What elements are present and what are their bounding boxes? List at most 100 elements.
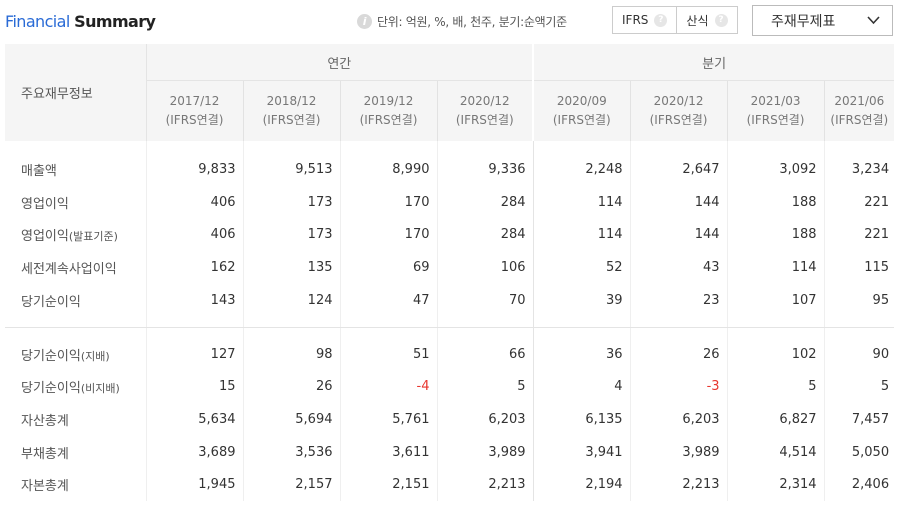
info-icon: i [357, 14, 372, 29]
table-row: 당기순이익(지배) 127 98 51 66 36 26 102 90 [5, 337, 894, 371]
row-label: 영업이익(발표기준) [5, 218, 147, 252]
table-cell: 3,092 [727, 153, 825, 186]
table-cell: 2,406 [851, 477, 890, 493]
title-financial: Financial [5, 12, 70, 31]
table-cell: 15 [146, 370, 244, 404]
table-cell: 47 [340, 284, 438, 317]
help-icon[interactable]: ? [714, 13, 728, 27]
table-cell: 162 [146, 251, 244, 285]
group-header-annual: 연간 [146, 44, 535, 81]
table-cell: 127 [146, 337, 244, 371]
table-cell: 173 [243, 218, 341, 252]
table-cell: 5,050 [851, 444, 890, 460]
financial-summary-table: 주요재무정보 연간 분기 2017/12 (IFRS연결) 2018/12 (IFRS… [5, 44, 895, 501]
table-row: 자본총계 1,945 2,157 2,151 2,213 2,194 2,213 2,314 2… [5, 468, 894, 501]
toggle-formula[interactable]: 산식 ? [676, 7, 736, 33]
row-label-main: 매출액 [21, 163, 57, 179]
summary-header: Financial Summary i 단위: 억원, %, 배, 천주, 분기… [0, 0, 903, 44]
table-cell: 115 [864, 260, 890, 276]
table-cell: 114 [727, 251, 825, 285]
table-cell: 406 [146, 185, 244, 219]
table-cell: 3,234 [851, 161, 890, 177]
row-label-main: 자본총계 [21, 479, 69, 495]
row-label-main: 당기순이익 [21, 348, 81, 364]
row-label-main: 영업이익 [21, 196, 69, 212]
period-header: 2021/03 (IFRS연결) [727, 80, 825, 141]
table-cell: 70 [437, 284, 534, 317]
table-cell: 3,989 [437, 435, 534, 469]
row-label-main: 자산총계 [21, 413, 69, 429]
spacer-row [5, 316, 895, 328]
table-row: 당기순이익 143 124 47 70 39 23 107 95 [5, 284, 894, 317]
section-title: Financial Summary [5, 12, 156, 31]
table-cell: 114 [533, 185, 631, 219]
table-cell: 9,336 [437, 153, 534, 186]
table-cell: 23 [630, 284, 728, 317]
table-cell: 6,135 [533, 403, 631, 436]
table-cell: 188 [727, 218, 825, 252]
period-basis: (IFRS연결) [649, 113, 708, 127]
table-cell: 284 [437, 218, 534, 252]
row-label: 영업이익 [5, 185, 147, 219]
table-cell: 5 [437, 370, 534, 404]
row-label-sub: (비지배) [80, 382, 120, 396]
row-label-main: 당기순이익 [21, 381, 81, 397]
table-cell: 2,213 [437, 468, 534, 501]
period-basis: (IFRS연결) [359, 113, 418, 127]
toggle-ifrs[interactable]: IFRS ? [613, 7, 676, 33]
table-cell: 144 [630, 218, 728, 252]
row-label-sub: (지배) [80, 349, 110, 363]
row-label-main: 부채총계 [21, 446, 69, 462]
table-cell: 173 [243, 185, 341, 219]
unit-text: 단위: 억원, %, 배, 천주, 분기:순액기준 [377, 15, 567, 29]
toggle-ifrs-label: IFRS [622, 13, 649, 27]
period-date: 2021/06 [834, 94, 885, 108]
table-cell: 114 [533, 218, 631, 252]
table-cell: 2,213 [630, 468, 728, 501]
row-label: 부채총계 [5, 435, 147, 469]
table-row: 영업이익(발표기준) 406 173 170 284 114 144 188 221 [5, 218, 894, 252]
period-basis: (IFRS연결) [165, 113, 224, 127]
statement-select[interactable]: 주재무제표 [752, 5, 893, 36]
row-label-main: 당기순이익 [21, 295, 81, 311]
period-header: 2021/06 (IFRS연결) [824, 80, 895, 141]
table-cell: 6,827 [727, 403, 825, 436]
period-header: 2020/12 (IFRS연결) [630, 80, 728, 141]
period-basis: (IFRS연결) [455, 113, 514, 127]
period-header: 2017/12 (IFRS연결) [146, 80, 244, 141]
table-cell: 3,536 [243, 435, 341, 469]
table-cell: 3,689 [146, 435, 244, 469]
table-cell: 43 [630, 251, 728, 285]
table-row: 부채총계 3,689 3,536 3,611 3,989 3,941 3,989 4,514 5… [5, 435, 894, 469]
table-cell: 6,203 [630, 403, 728, 436]
table-cell: 26 [630, 337, 728, 371]
table-cell: -3 [630, 370, 728, 404]
table-cell: 1,945 [146, 468, 244, 501]
table-cell: 188 [727, 185, 825, 219]
table-cell: 39 [533, 284, 631, 317]
period-header: 2020/12 (IFRS연결) [437, 80, 535, 141]
table-cell: 90 [872, 346, 890, 362]
row-label: 매출액 [5, 153, 147, 186]
table-row: 영업이익 406 173 170 284 114 144 188 221 [5, 185, 894, 219]
table-cell: -4 [340, 370, 438, 404]
table-cell: 2,647 [630, 153, 728, 186]
unit-note: i 단위: 억원, %, 배, 천주, 분기:순액기준 [357, 13, 567, 30]
period-date: 2021/03 [750, 94, 801, 108]
label-column-header: 주요재무정보 [5, 44, 147, 141]
table-cell: 51 [340, 337, 438, 371]
table-cell: 102 [727, 337, 825, 371]
row-label: 당기순이익(비지배) [5, 370, 147, 404]
table-cell: 7,457 [851, 411, 890, 427]
period-date: 2019/12 [363, 94, 414, 108]
help-icon[interactable]: ? [654, 13, 668, 27]
table-cell: 2,248 [533, 153, 631, 186]
table-cell: 221 [864, 194, 890, 210]
row-label: 자본총계 [5, 468, 147, 501]
table-cell: 124 [243, 284, 341, 317]
table-body: 매출액 9,833 9,513 8,990 9,336 2,248 2,647 3,092 3,… [5, 141, 895, 501]
period-basis: (IFRS연결) [262, 113, 321, 127]
table-cell: 106 [437, 251, 534, 285]
spacer-row [5, 141, 894, 153]
table-cell: 406 [146, 218, 244, 252]
